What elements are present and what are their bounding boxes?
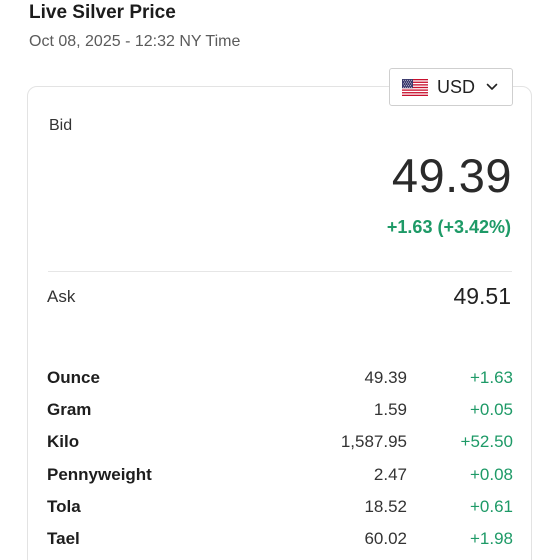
ask-price: 49.51 xyxy=(453,283,511,309)
unit-change: +0.08 xyxy=(469,465,513,484)
unit-name: Pennyweight xyxy=(47,465,152,484)
unit-price: 18.52 xyxy=(364,497,407,516)
unit-change: +1.98 xyxy=(469,529,513,548)
unit-price: 2.47 xyxy=(373,465,407,484)
price-timestamp: Oct 08, 2025 - 12:32 NY Time xyxy=(29,33,241,50)
divider xyxy=(48,271,512,272)
unit-row-tael: Tael 60.02 +1.98 xyxy=(47,529,513,559)
unit-name: Tola xyxy=(47,497,81,516)
unit-name: Ounce xyxy=(47,368,100,387)
unit-price: 49.39 xyxy=(364,368,407,387)
unit-row-kilo: Kilo 1,587.95 +52.50 xyxy=(47,432,513,462)
page-title: Live Silver Price xyxy=(29,2,176,23)
unit-price: 1.59 xyxy=(373,400,407,419)
unit-name: Kilo xyxy=(47,432,80,451)
unit-change: +1.63 xyxy=(469,368,513,387)
unit-row-tola: Tola 18.52 +0.61 xyxy=(47,497,513,527)
unit-name: Gram xyxy=(47,400,92,419)
unit-row-gram: Gram 1.59 +0.05 xyxy=(47,400,513,430)
us-flag-icon xyxy=(402,78,428,96)
unit-price: 60.02 xyxy=(364,529,407,548)
bid-change: +1.63 (+3.42%) xyxy=(386,217,511,237)
unit-name: Tael xyxy=(47,529,80,548)
currency-label: USD xyxy=(437,76,476,97)
ask-label: Ask xyxy=(47,287,76,306)
unit-price: 1,587.95 xyxy=(340,432,407,451)
unit-change: +0.05 xyxy=(469,400,513,419)
unit-change: +52.50 xyxy=(460,432,513,451)
bid-price: 49.39 xyxy=(391,149,512,202)
unit-change: +0.61 xyxy=(469,497,513,516)
chevron-down-icon xyxy=(486,83,498,90)
unit-row-pennyweight: Pennyweight 2.47 +0.08 xyxy=(47,465,513,495)
bid-label: Bid xyxy=(49,117,73,134)
price-card xyxy=(27,86,532,560)
unit-row-ounce: Ounce 49.39 +1.63 xyxy=(47,368,513,398)
currency-select[interactable]: USD xyxy=(389,68,513,106)
